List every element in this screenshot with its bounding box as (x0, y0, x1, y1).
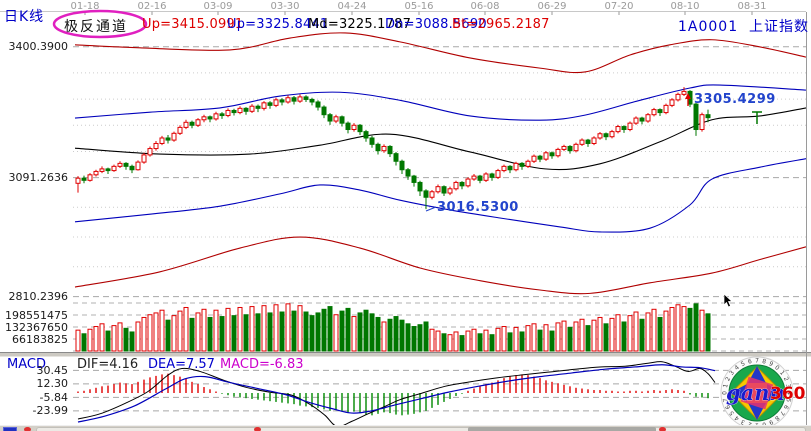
macd-axis-label: 12.30 (36, 377, 69, 391)
price-annotation-high: 3305.4299 (694, 92, 776, 107)
svg-text:1: 1 (722, 383, 730, 388)
channel-line-Bt (74, 236, 807, 295)
svg-text:0: 0 (761, 420, 766, 428)
svg-text:4: 4 (733, 364, 740, 372)
svg-text:2: 2 (747, 420, 752, 428)
channel-line-Up (74, 32, 807, 74)
x-axis-line (0, 11, 806, 15)
macd-axis-label: -23.99 (32, 404, 68, 418)
channel-label-ellipse-highlight (52, 9, 148, 39)
x-axis-date-label: 03-30 (270, 1, 300, 12)
svg-text:0: 0 (722, 391, 729, 395)
svg-text:4: 4 (786, 391, 793, 395)
macd-axis-label: -5.84 (39, 390, 68, 404)
macd-dea-value: DEA=7.57 (148, 357, 215, 372)
mouse-cursor (723, 293, 733, 308)
legend-md-value: Md=3225.1787 (308, 17, 412, 32)
legend-up2-value: Up=3325.8441 (227, 17, 329, 32)
logo-text-360: 360 (770, 384, 806, 404)
annotation-markers (425, 93, 762, 212)
x-axis-date-label: 08-31 (737, 1, 767, 12)
legend-bt-value: Bt=2965.2187 (452, 17, 550, 32)
svg-text:9: 9 (768, 360, 775, 368)
dif-line (77, 361, 716, 428)
volume-bars (75, 303, 711, 352)
svg-text:3: 3 (728, 369, 736, 376)
taskbar-red-icon[interactable] (659, 427, 666, 431)
candlesticks (75, 87, 711, 210)
svg-text:5: 5 (740, 360, 747, 368)
channel-line-Dn (74, 158, 807, 233)
x-axis-date-label: 03-09 (203, 1, 233, 12)
x-axis-date-label: 04-24 (337, 1, 367, 12)
x-axis-date-label: 02-16 (137, 1, 167, 12)
price-axis-label: 2810.2396 (8, 290, 69, 304)
svg-text:8: 8 (773, 414, 780, 422)
x-axis-date-label: 06-29 (537, 1, 567, 12)
svg-text:2: 2 (782, 376, 790, 383)
price-axis-label: 3091.2636 (8, 171, 69, 185)
svg-text:4: 4 (733, 414, 740, 422)
macd-pane-title: MACD (7, 357, 46, 372)
macd-axis-label: 30.45 (36, 363, 69, 377)
svg-text:7: 7 (778, 409, 786, 416)
svg-text:8: 8 (761, 358, 766, 366)
x-axis-date-label: 05-16 (404, 1, 434, 12)
svg-text:6: 6 (747, 358, 752, 366)
channel-indicator-label: 极反通道 (64, 19, 128, 35)
taskbar-red-icon[interactable] (254, 427, 261, 431)
symbol-name-label: 1A0001 上证指数 (677, 19, 809, 35)
scrollbar-thumb[interactable] (468, 427, 656, 431)
legend-dn-value: Dn=3088.5690 (385, 17, 487, 32)
svg-text:6: 6 (724, 403, 732, 410)
logo-text-gann: gann (726, 380, 785, 405)
channel-line-Up2 (74, 84, 807, 121)
volume-axis-label: 66183825 (12, 332, 68, 346)
svg-text:5: 5 (784, 397, 792, 402)
macd-histogram (77, 373, 709, 416)
taskbar-red-icon[interactable] (24, 427, 31, 431)
svg-text:1: 1 (778, 369, 786, 376)
volume-axis-label: 198551475 (5, 308, 68, 322)
dea-line (77, 364, 716, 423)
svg-text:2: 2 (724, 376, 732, 383)
svg-text:6: 6 (782, 404, 790, 411)
macd-macd-value: MACD=-6.83 (220, 357, 304, 372)
svg-text:5: 5 (728, 409, 736, 416)
macd-lines (77, 361, 716, 428)
price-annotation-low: 3016.5300 (437, 200, 519, 215)
x-axis-date-label: 01-18 (70, 1, 100, 12)
svg-text:3: 3 (784, 383, 792, 388)
x-axis-date-label: 08-10 (670, 1, 700, 12)
taskbar-app-icon[interactable] (3, 427, 17, 431)
channel-lines (74, 32, 807, 295)
channel-line-Md (74, 107, 807, 171)
svg-text:7: 7 (755, 358, 759, 365)
x-axis-date-label: 07-20 (604, 1, 634, 12)
svg-text:0: 0 (773, 364, 780, 372)
x-axis-date-label: 06-08 (470, 1, 500, 12)
taskbar-button-track (36, 427, 806, 431)
legend-up1-value: Up=3415.0991 (142, 17, 244, 32)
macd-dif-value: DIF=4.16 (77, 357, 139, 372)
red-up-arrow-icon (685, 93, 691, 99)
bottom-taskbar-strip (0, 425, 811, 431)
volume-axis-label: 132367650 (5, 320, 68, 334)
svg-text:9: 9 (767, 418, 774, 426)
pane-separator (0, 352, 811, 357)
svg-text:7: 7 (722, 397, 730, 402)
period-label: 日K线 (4, 9, 45, 25)
gann360-logo: 0123456789012345678901234567gann360 (720, 356, 806, 430)
svg-text:3: 3 (740, 418, 747, 426)
price-axis-label: 3400.3900 (8, 40, 69, 54)
